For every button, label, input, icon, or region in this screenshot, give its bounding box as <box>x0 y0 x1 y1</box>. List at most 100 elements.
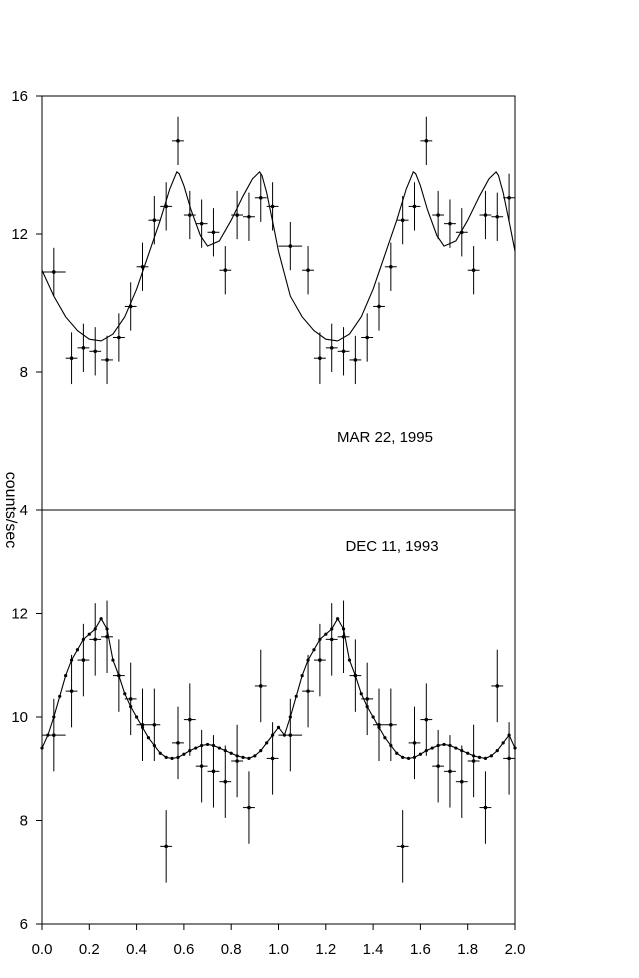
model-point <box>383 736 387 740</box>
model-point <box>259 749 263 753</box>
data-marker <box>258 195 263 200</box>
data-marker <box>152 218 157 222</box>
model-point <box>401 755 405 759</box>
data-point <box>254 173 267 222</box>
data-marker <box>270 756 275 761</box>
data-marker <box>93 637 98 642</box>
model-point <box>324 632 328 636</box>
data-marker <box>459 779 464 784</box>
model-point <box>371 715 375 719</box>
x-tick-label: 1.2 <box>315 941 336 958</box>
data-point <box>479 771 492 844</box>
data-point <box>183 683 196 756</box>
panel-annotation: DEC 11, 1993 <box>345 538 438 555</box>
model-point <box>501 741 505 745</box>
panel-annotation: MAR 22, 1995 <box>337 429 433 446</box>
data-marker <box>318 658 322 662</box>
data-marker <box>288 244 293 248</box>
model-point <box>347 658 352 662</box>
data-marker <box>140 264 145 269</box>
data-point <box>467 724 480 798</box>
model-point <box>489 754 493 758</box>
data-marker <box>329 637 334 642</box>
data-marker <box>211 769 216 774</box>
data-point <box>207 735 220 808</box>
data-point <box>65 332 78 385</box>
data-marker <box>400 218 405 222</box>
model-point <box>241 755 245 759</box>
data-point <box>160 810 173 883</box>
data-marker <box>424 717 429 722</box>
y-tick-label: 12 <box>11 606 28 623</box>
data-point <box>77 323 90 372</box>
data-point <box>373 688 385 761</box>
data-point <box>361 313 374 362</box>
model-point <box>99 617 103 621</box>
data-point <box>231 190 244 240</box>
data-marker <box>128 304 133 309</box>
data-marker <box>140 722 145 727</box>
data-marker <box>329 346 334 350</box>
model-point <box>454 746 458 750</box>
model-point <box>135 715 139 719</box>
x-tick-label: 0.2 <box>79 941 100 958</box>
top-panel-mar-1995: 4 8 12 16 MAR 22, 1995 <box>11 88 516 519</box>
data-marker <box>52 733 56 737</box>
data-point <box>243 192 255 241</box>
data-point <box>361 662 374 736</box>
model-point <box>294 694 298 698</box>
data-marker <box>318 356 322 361</box>
data-marker <box>235 759 239 763</box>
data-marker <box>389 264 393 269</box>
data-point <box>373 282 385 331</box>
x-tick-label: 1.8 <box>457 941 478 958</box>
data-point <box>219 745 232 818</box>
data-marker <box>117 335 121 340</box>
data-point <box>302 246 314 295</box>
data-point <box>467 246 480 295</box>
data-point <box>491 192 504 241</box>
data-point <box>148 196 161 245</box>
model-point <box>64 674 68 678</box>
data-point <box>160 182 173 231</box>
x-tick-label: 1.4 <box>363 941 384 958</box>
data-marker <box>471 268 476 273</box>
data-marker <box>128 697 133 701</box>
data-point <box>124 282 137 331</box>
data-point <box>219 246 232 295</box>
data-marker <box>69 689 74 693</box>
model-point <box>442 742 446 747</box>
data-point <box>325 323 338 372</box>
shared-x-axis: 0.0 0.2 0.4 0.6 0.8 1.0 1.2 1.4 1.6 1.8 2.0 <box>32 924 525 958</box>
data-point <box>207 208 220 257</box>
data-point <box>77 623 90 697</box>
y-tick-label: 8 <box>20 813 28 830</box>
data-marker <box>270 204 275 209</box>
x-tick-label: 0.4 <box>126 941 147 958</box>
bottom-panel-dec-1993: 6 8 10 12 DEC 11, 1993 <box>11 509 517 933</box>
data-point <box>396 196 409 245</box>
model-point <box>418 752 422 756</box>
data-point <box>101 335 113 385</box>
model-point <box>123 692 127 696</box>
data-marker <box>471 759 476 763</box>
data-point <box>432 190 445 240</box>
data-marker <box>247 214 251 219</box>
x-tick-label: 0.0 <box>32 941 53 958</box>
model-point <box>253 754 257 758</box>
data-point <box>396 810 409 883</box>
data-point <box>325 603 338 676</box>
data-marker <box>459 230 464 235</box>
data-point <box>503 173 515 222</box>
data-marker <box>258 684 263 688</box>
data-marker <box>223 779 228 784</box>
model-point <box>87 632 91 636</box>
x-tick-label: 1.6 <box>410 941 431 958</box>
y-tick-label: 6 <box>20 916 28 933</box>
plot-frame <box>41 509 516 925</box>
data-marker <box>105 358 109 362</box>
data-point <box>231 724 244 798</box>
data-point <box>455 745 468 818</box>
data-point <box>136 688 149 761</box>
data-marker <box>288 733 293 737</box>
